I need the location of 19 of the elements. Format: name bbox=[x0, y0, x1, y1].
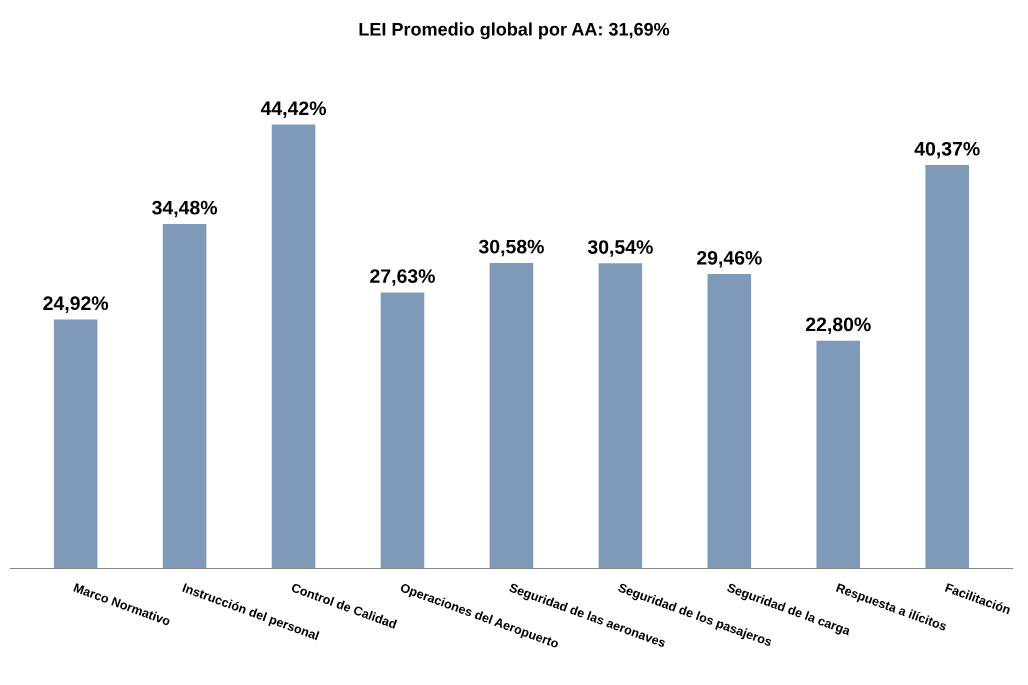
bar bbox=[925, 165, 969, 569]
data-label: 34,48% bbox=[152, 200, 218, 218]
chart-title: LEI Promedio global por AA: 31,69% bbox=[359, 22, 670, 40]
data-label: 29,46% bbox=[697, 250, 762, 268]
data-label: 24,92% bbox=[43, 296, 109, 313]
bar bbox=[489, 262, 534, 569]
bar bbox=[380, 292, 425, 569]
data-label: 30,58% bbox=[478, 239, 544, 257]
bar bbox=[271, 124, 316, 569]
data-label: 27,63% bbox=[370, 269, 435, 286]
data-label: 22,80% bbox=[805, 317, 871, 335]
data-label: 30,54% bbox=[587, 240, 653, 257]
bar bbox=[598, 263, 643, 569]
bar bbox=[707, 274, 752, 569]
data-label: 40,37% bbox=[914, 141, 980, 159]
bar bbox=[816, 340, 861, 569]
bar bbox=[53, 319, 98, 569]
bar bbox=[162, 223, 207, 569]
data-label: 44,42% bbox=[260, 101, 326, 118]
